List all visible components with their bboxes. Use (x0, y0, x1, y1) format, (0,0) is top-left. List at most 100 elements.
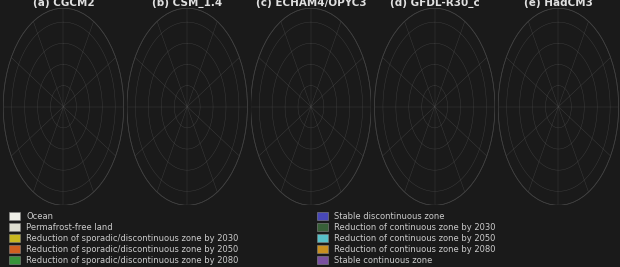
Text: Stable discontinuous zone: Stable discontinuous zone (334, 211, 445, 221)
PathPatch shape (127, 8, 247, 205)
Polygon shape (435, 89, 456, 142)
Polygon shape (415, 64, 435, 100)
Text: Permafrost-free land: Permafrost-free land (27, 222, 113, 231)
Polygon shape (438, 86, 461, 148)
Polygon shape (187, 123, 230, 198)
Polygon shape (418, 123, 431, 141)
Polygon shape (127, 8, 247, 205)
Polygon shape (191, 85, 214, 150)
Polygon shape (413, 164, 427, 181)
Polygon shape (566, 41, 578, 54)
Polygon shape (537, 72, 557, 116)
Title: (a) CGCM2: (a) CGCM2 (33, 0, 94, 8)
Text: Reduction of continuous zone by 2050: Reduction of continuous zone by 2050 (334, 234, 496, 242)
Polygon shape (407, 63, 428, 115)
Polygon shape (539, 64, 559, 100)
Text: Reduction of sporadic/discontinuous zone by 2050: Reduction of sporadic/discontinuous zone… (27, 245, 239, 254)
Text: Ocean: Ocean (27, 211, 53, 221)
Polygon shape (562, 84, 586, 151)
Text: Reduction of sporadic/discontinuous zone by 2030: Reduction of sporadic/discontinuous zone… (27, 234, 239, 242)
Polygon shape (559, 88, 582, 145)
Polygon shape (314, 107, 321, 121)
Polygon shape (63, 123, 107, 198)
Polygon shape (190, 75, 218, 156)
Polygon shape (167, 64, 187, 100)
Polygon shape (43, 64, 63, 100)
Polygon shape (7, 15, 63, 152)
Polygon shape (161, 65, 180, 114)
FancyBboxPatch shape (317, 245, 328, 253)
FancyBboxPatch shape (9, 245, 20, 253)
Polygon shape (285, 66, 305, 114)
Polygon shape (63, 87, 87, 146)
Polygon shape (131, 15, 187, 152)
Polygon shape (289, 164, 303, 181)
Polygon shape (291, 64, 311, 100)
Polygon shape (32, 58, 56, 116)
Polygon shape (288, 70, 308, 113)
Polygon shape (437, 76, 464, 155)
FancyBboxPatch shape (9, 234, 20, 242)
Polygon shape (162, 66, 184, 114)
Polygon shape (442, 41, 454, 54)
Polygon shape (71, 41, 83, 54)
Polygon shape (533, 65, 555, 114)
Text: Stable continuous zone: Stable continuous zone (334, 256, 433, 265)
FancyBboxPatch shape (9, 212, 20, 220)
Polygon shape (281, 60, 304, 115)
Polygon shape (311, 91, 330, 138)
Polygon shape (192, 73, 219, 158)
Polygon shape (187, 89, 209, 142)
Polygon shape (314, 87, 335, 146)
Polygon shape (560, 58, 574, 85)
Polygon shape (498, 8, 619, 205)
Polygon shape (311, 21, 367, 198)
Polygon shape (559, 21, 614, 198)
Title: (d) GFDL-R30_c: (d) GFDL-R30_c (390, 0, 479, 8)
Polygon shape (294, 79, 310, 114)
Polygon shape (316, 101, 330, 136)
Polygon shape (311, 123, 354, 198)
Polygon shape (69, 70, 99, 163)
FancyBboxPatch shape (317, 212, 328, 220)
PathPatch shape (498, 8, 619, 205)
Polygon shape (159, 62, 180, 115)
Polygon shape (255, 15, 311, 152)
Polygon shape (166, 164, 179, 181)
Title: (e) HadCM3: (e) HadCM3 (524, 0, 593, 8)
Polygon shape (312, 58, 326, 85)
Polygon shape (374, 8, 495, 205)
Polygon shape (65, 58, 79, 85)
Text: Reduction of continuous zone by 2080: Reduction of continuous zone by 2080 (334, 245, 496, 254)
Polygon shape (435, 21, 490, 198)
Polygon shape (409, 66, 428, 114)
FancyBboxPatch shape (9, 223, 20, 231)
Polygon shape (313, 74, 342, 157)
Polygon shape (34, 161, 48, 179)
Polygon shape (319, 41, 330, 54)
Polygon shape (530, 62, 552, 115)
Polygon shape (37, 64, 60, 114)
FancyBboxPatch shape (9, 256, 20, 264)
Polygon shape (296, 123, 307, 137)
Polygon shape (42, 164, 55, 181)
Polygon shape (250, 8, 371, 205)
Title: (c) ECHAM4/OPYC3: (c) ECHAM4/OPYC3 (255, 0, 366, 8)
Polygon shape (190, 77, 216, 153)
Polygon shape (410, 68, 432, 113)
Polygon shape (436, 58, 449, 85)
PathPatch shape (3, 8, 124, 205)
Polygon shape (316, 105, 325, 127)
Polygon shape (502, 15, 559, 152)
Polygon shape (529, 161, 542, 179)
Polygon shape (437, 78, 463, 152)
Polygon shape (528, 59, 551, 115)
Polygon shape (35, 61, 56, 115)
PathPatch shape (374, 8, 495, 205)
Polygon shape (415, 75, 434, 115)
Polygon shape (68, 84, 92, 152)
Polygon shape (188, 58, 202, 85)
Polygon shape (440, 74, 466, 157)
Polygon shape (170, 123, 183, 141)
FancyBboxPatch shape (317, 223, 328, 231)
